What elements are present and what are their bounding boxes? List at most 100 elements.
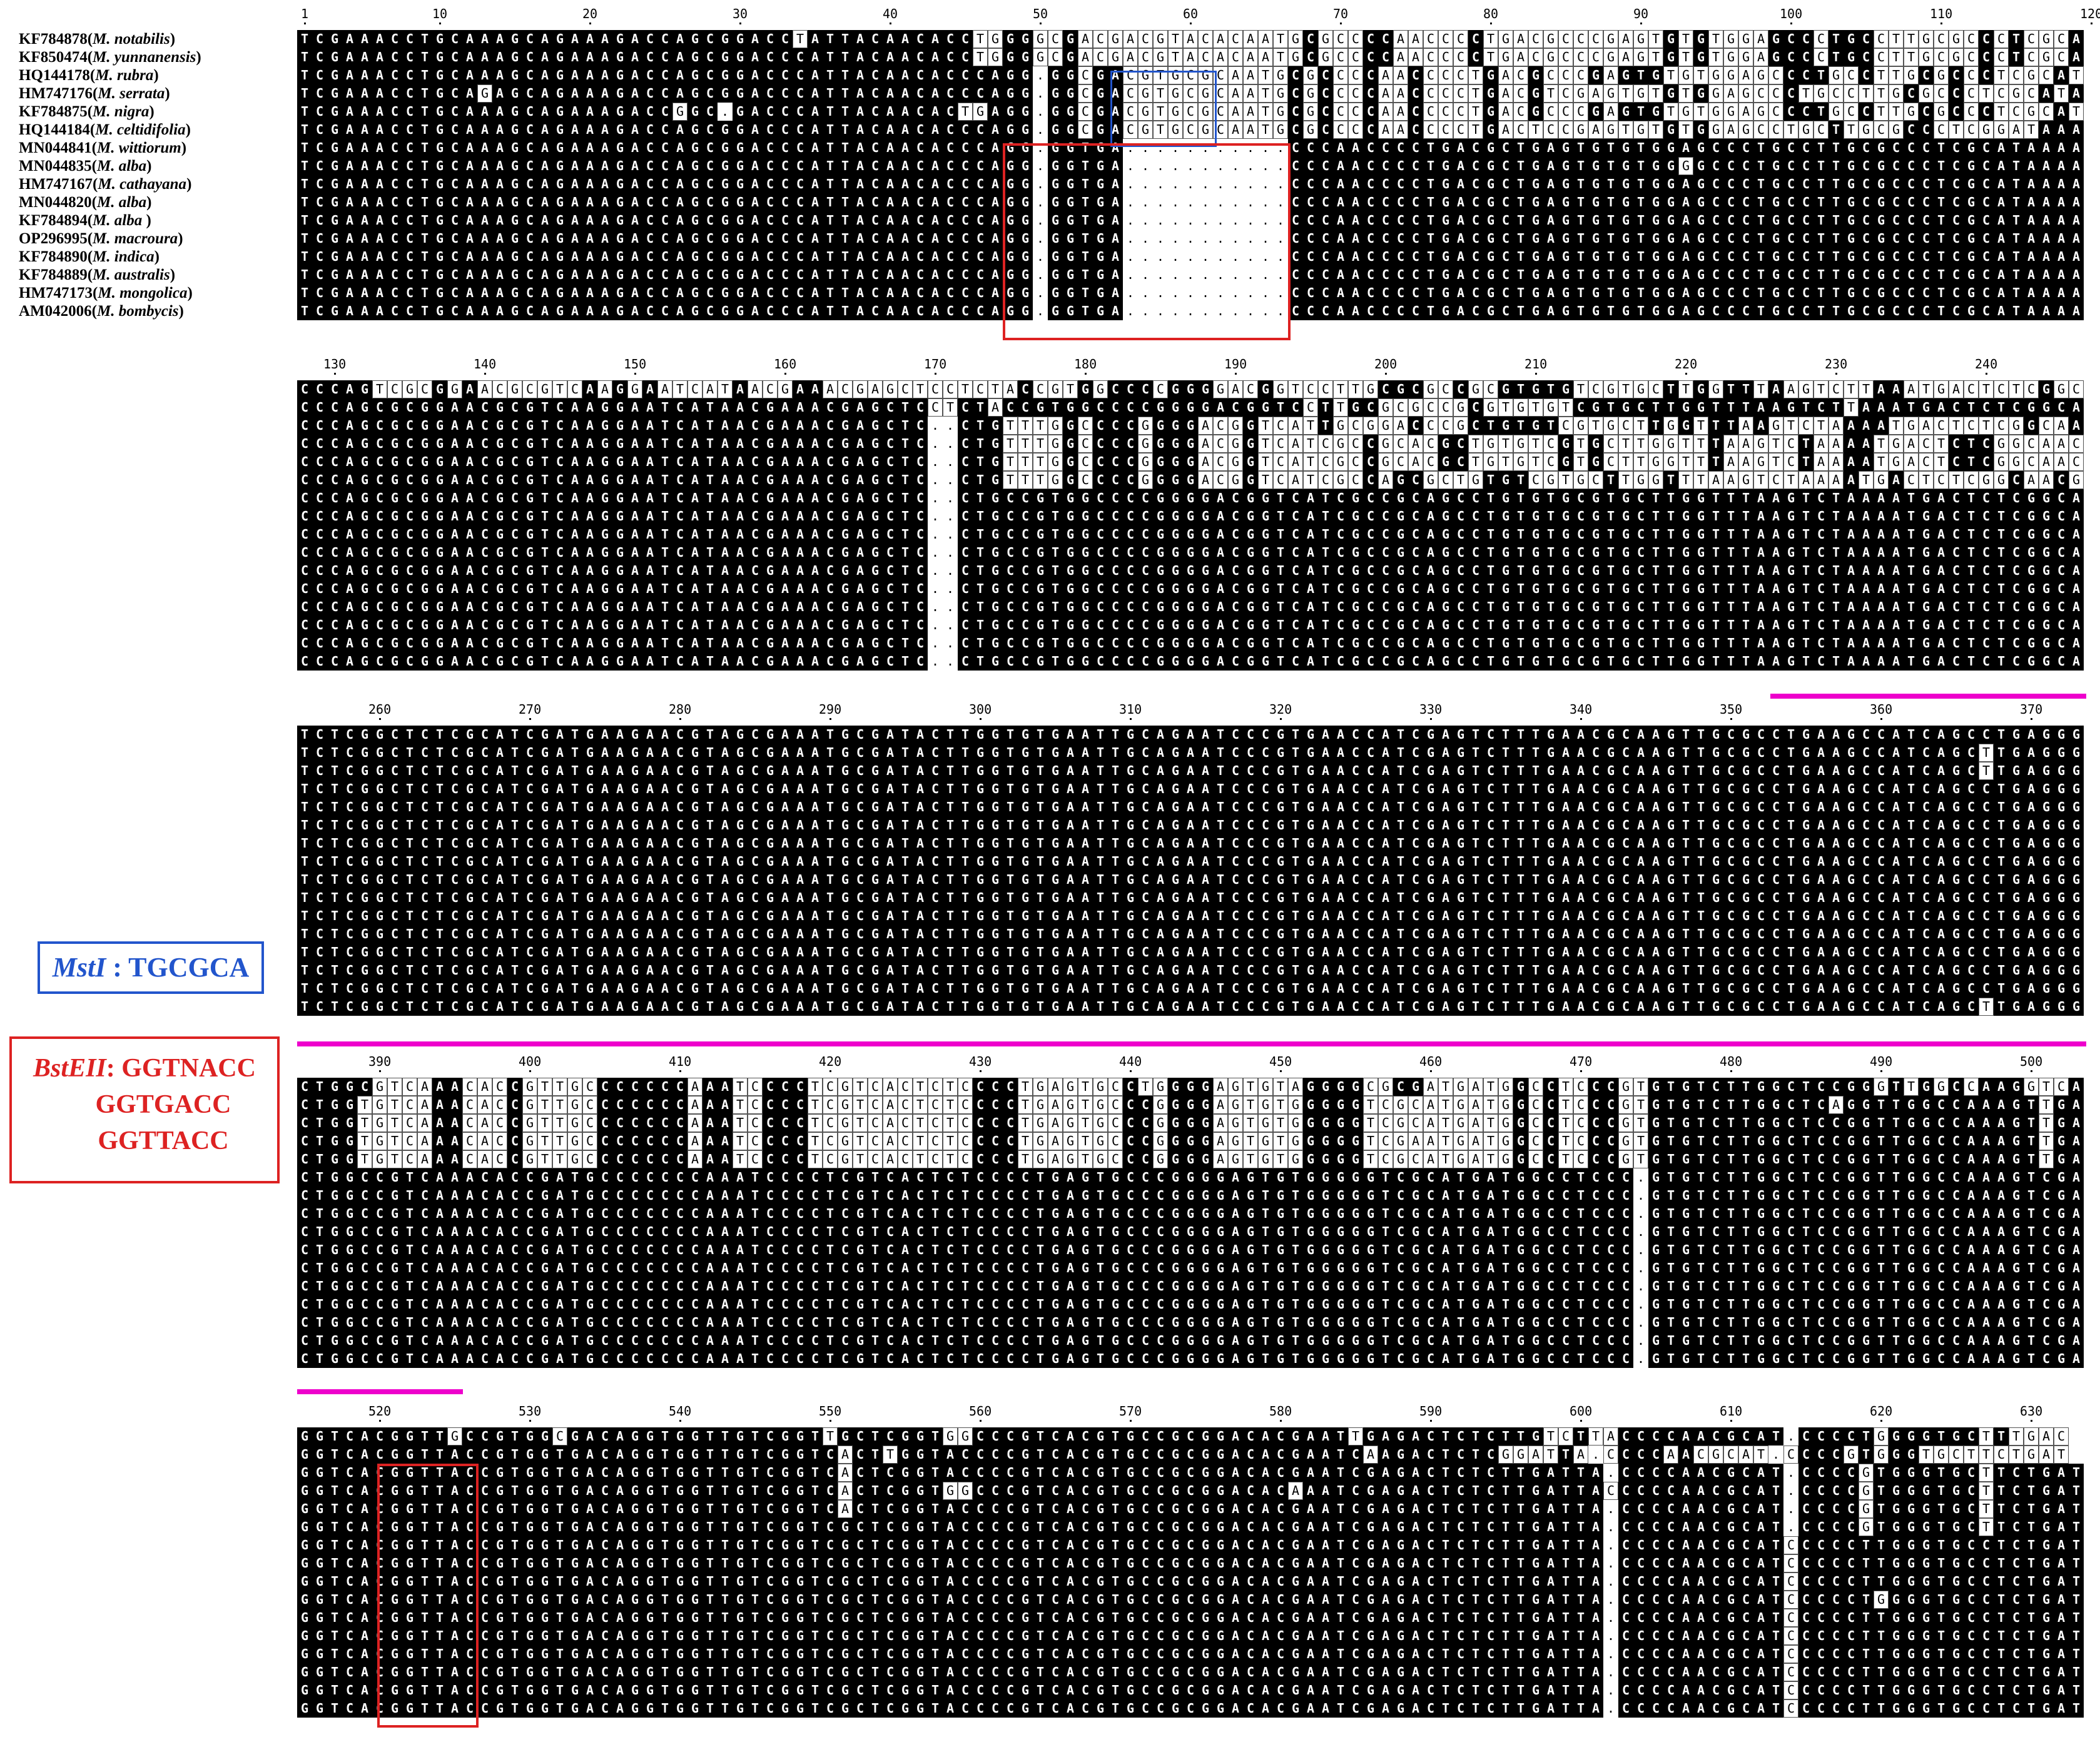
residue-cell: T (1468, 816, 1483, 834)
residue-cell: C (1123, 435, 1138, 453)
residue-cell: A (582, 507, 597, 525)
residue-cell: C (1558, 48, 1573, 66)
residue-cell: G (432, 302, 447, 320)
residue-cell: T (672, 380, 687, 398)
residue-cell: C (312, 652, 327, 671)
residue-cell: T (1678, 84, 1693, 103)
residue-cell: T (1573, 230, 1588, 248)
residue-cell: G (1708, 816, 1723, 834)
residue-cell: C (297, 525, 312, 544)
residue-cell: G (477, 84, 492, 103)
residue-cell: G (718, 175, 733, 193)
residue-cell: T (898, 598, 913, 616)
residue-cell: C (1844, 103, 1859, 121)
residue-cell: C (2054, 544, 2069, 562)
residue-cell: C (1453, 453, 1468, 471)
residue-cell: C (958, 139, 973, 157)
residue-cell: G (1618, 489, 1633, 507)
residue-cell: T (1813, 66, 1829, 84)
residue-cell: A (597, 230, 612, 248)
residue-cell: T (327, 853, 342, 871)
residue-cell: C (1108, 471, 1123, 489)
residue-cell: A (1438, 816, 1453, 834)
residue-cell: T (823, 48, 838, 66)
residue-cell: T (1483, 544, 1498, 562)
residue-cell: T (1078, 175, 1093, 193)
residue-cell: C (1108, 417, 1123, 435)
residue-cell: A (778, 507, 793, 525)
residue-cell: A (883, 302, 898, 320)
residue-cell: T (417, 266, 432, 284)
residue-cell: C (1783, 266, 1798, 284)
residue-cell: T (1979, 380, 1994, 398)
residue-cell: G (1018, 853, 1033, 871)
residue-cell: G (838, 453, 853, 471)
residue-cell: A (567, 121, 582, 139)
residue-cell: C (372, 652, 387, 671)
residue-cell: A (642, 634, 657, 652)
sequence-name: MN044835(M. alba) (19, 158, 152, 175)
residue-cell: C (1813, 489, 1829, 507)
residue-cell: A (342, 435, 357, 453)
residue-cell: A (627, 471, 642, 489)
residue-cell: A (1573, 834, 1588, 853)
residue-cell: C (1979, 489, 1994, 507)
residue-cell: T (2009, 284, 2024, 302)
residue-cell: T (958, 798, 973, 816)
residue-cell: G (387, 507, 402, 525)
residue-cell: . (1183, 230, 1198, 248)
residue-cell: C (312, 726, 327, 744)
residue-cell: . (1198, 193, 1213, 211)
residue-cell: G (1618, 598, 1633, 616)
residue-cell: C (522, 744, 537, 762)
residue-cell: A (612, 871, 627, 889)
residue-cell: G (1033, 580, 1048, 598)
residue-cell: C (1889, 193, 1904, 211)
residue-cell: T (898, 871, 913, 889)
residue-cell: T (1829, 211, 1844, 230)
residue-cell: C (1408, 726, 1423, 744)
residue-cell: C (703, 248, 718, 266)
residue-cell: C (748, 652, 763, 671)
residue-cell: C (1228, 853, 1243, 871)
residue-cell: A (1994, 302, 2009, 320)
residue-cell: A (1213, 598, 1228, 616)
residue-cell: G (2039, 30, 2054, 48)
residue-cell: G (1708, 780, 1723, 798)
residue-cell: C (522, 139, 537, 157)
residue-cell: C (1994, 417, 2009, 435)
sequence-name: HM747167(M. cathayana) (19, 176, 192, 193)
residue-cell: A (612, 780, 627, 798)
residue-cell: G (1528, 248, 1543, 266)
residue-cell: C (1859, 302, 1874, 320)
residue-cell: T (1994, 580, 2009, 598)
residue-cell: C (2069, 435, 2084, 453)
residue-cell: C (928, 871, 943, 889)
ruler-tick-label: 170 (924, 357, 947, 372)
residue-cell: G (1348, 634, 1363, 652)
residue-cell: A (1813, 435, 1829, 453)
residue-cell: C (1228, 652, 1243, 671)
residue-cell: T (1964, 544, 1979, 562)
residue-cell: C (1393, 139, 1408, 157)
residue-cell: C (823, 453, 838, 471)
residue-cell: G (612, 48, 627, 66)
residue-cell: A (793, 598, 808, 616)
residue-cell: G (387, 417, 402, 435)
residue-cell: G (1063, 66, 1078, 84)
residue-cell: A (1543, 157, 1558, 175)
residue-cell: C (1138, 525, 1153, 544)
residue-cell: G (417, 562, 432, 580)
residue-cell: G (2024, 66, 2039, 84)
residue-cell: C (1303, 48, 1318, 66)
residue-cell: C (913, 139, 928, 157)
residue-cell: A (627, 230, 642, 248)
residue-cell: . (1273, 211, 1288, 230)
residue-cell: A (447, 634, 462, 652)
residue-cell: A (808, 302, 823, 320)
residue-cell: G (1198, 562, 1213, 580)
residue-cell: C (763, 48, 778, 66)
residue-cell: C (1093, 562, 1108, 580)
